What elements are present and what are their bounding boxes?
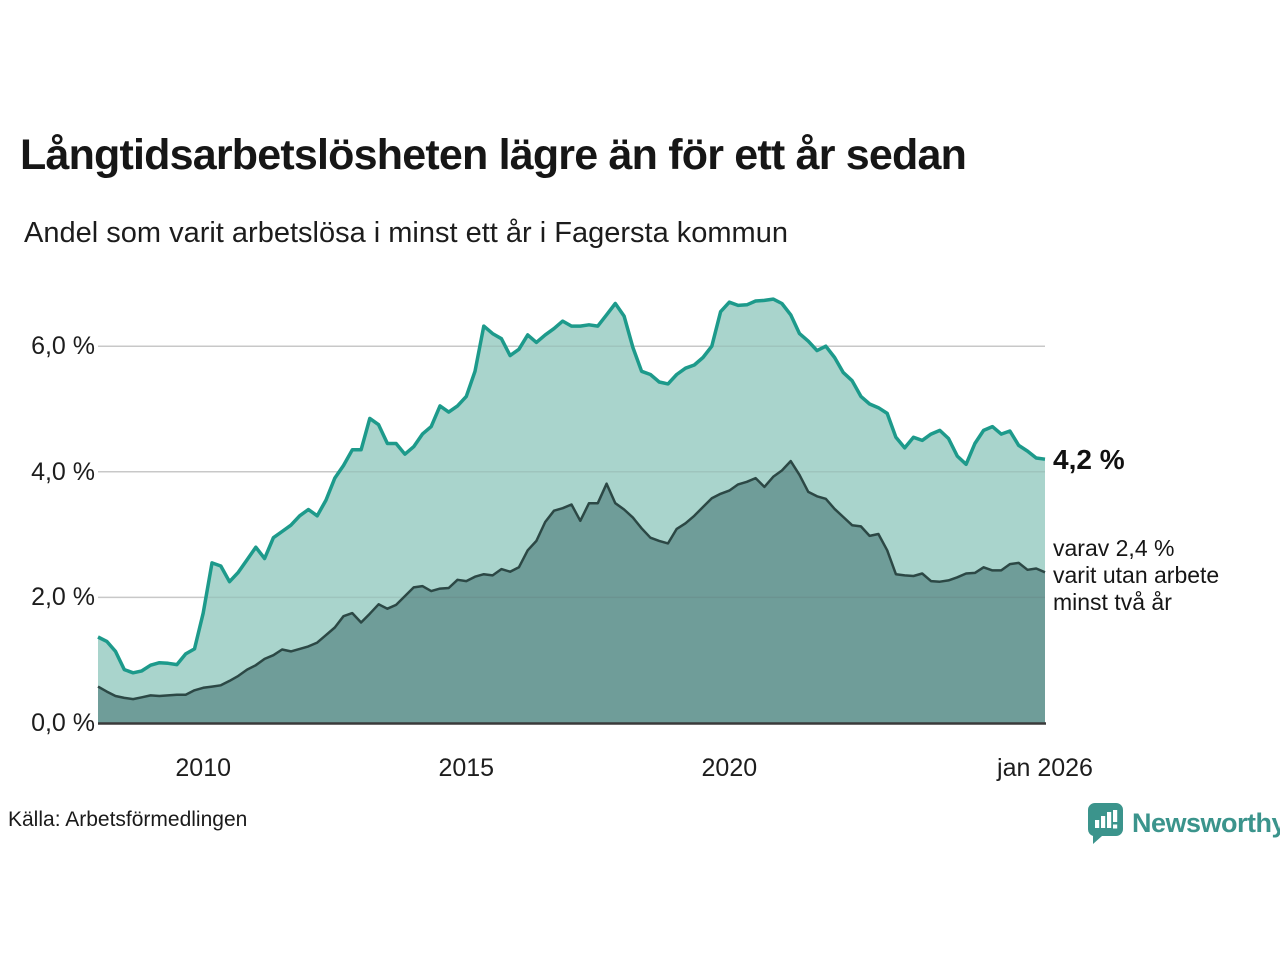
latest-value-label: 4,2 % [1053,444,1125,475]
newsworthy-wordmark: Newsworthy [1132,808,1280,838]
two-year-annotation-line3: minst två år [1053,589,1172,615]
series-line-minst-tva-ar [97,459,1046,701]
y-tick-label-0: 0,0 % [31,709,95,737]
y-tick-label-3: 6,0 % [31,332,95,361]
newsworthy-logo[interactable]: Newsworthy [1088,803,1280,844]
y-tick-label-1: 2,0 % [31,583,95,612]
page-subtitle: Andel som varit arbetslösa i minst ett å… [24,217,788,249]
two-year-annotation-line1: varav 2,4 % [1053,535,1175,561]
y-tick-label-2: 4,0 % [31,457,95,486]
x-tick-label-0: 2010 [175,754,232,782]
two-year-annotation-line2: varit utan arbete [1053,562,1220,588]
page-title: Långtidsarbetslösheten lägre än för ett … [20,131,967,179]
two-year-annotation: varav 2,4 % varit utan arbete minst två … [1053,535,1219,616]
source-caption: Källa: Arbetsförmedlingen [8,808,248,831]
newsworthy-icon [1088,803,1123,844]
x-tick-label-2: 2020 [701,754,758,782]
x-tick-label-3: jan 2026 [997,754,1093,782]
gridlines-overlay [98,345,1045,599]
area-fill-minst-tva-ar [98,461,1045,723]
x-tick-label-1: 2015 [438,754,495,782]
series-line-minst-ett-ar [97,297,1046,675]
